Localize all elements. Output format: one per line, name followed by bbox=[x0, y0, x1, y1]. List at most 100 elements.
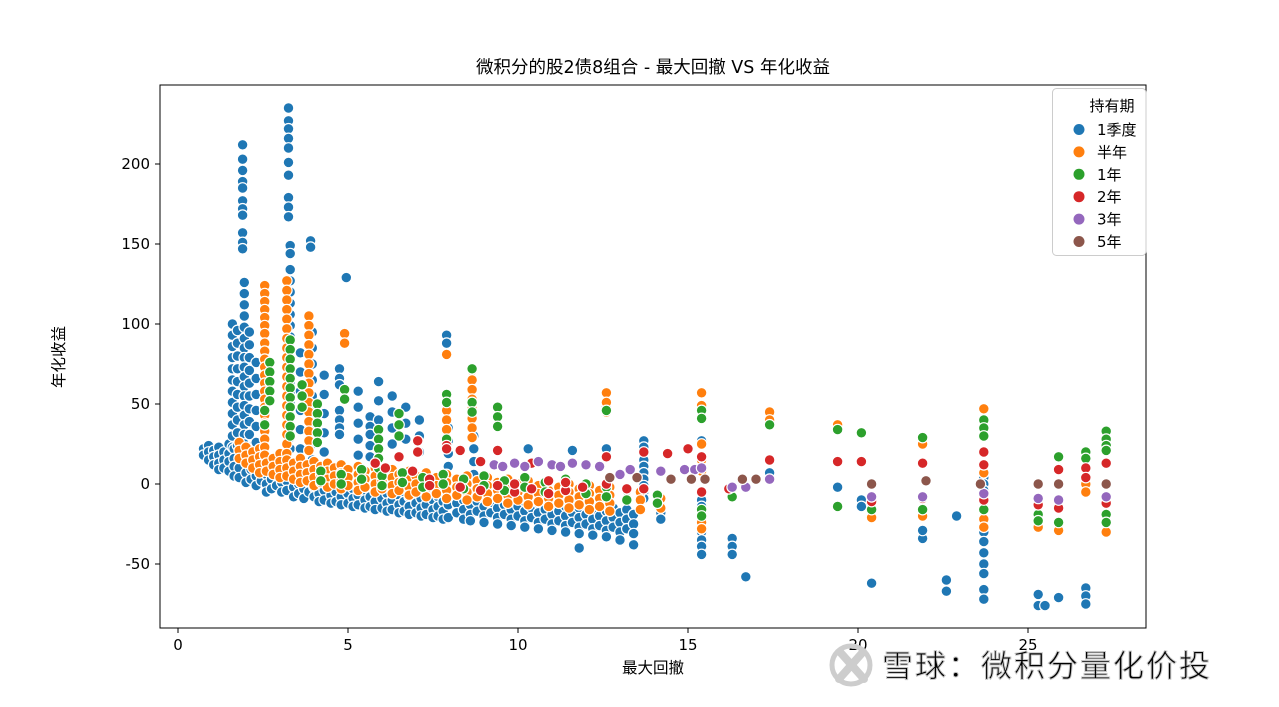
scatter-point bbox=[950, 510, 963, 522]
scatter-point bbox=[423, 479, 436, 492]
scatter-point bbox=[665, 473, 677, 486]
scatter-point bbox=[559, 526, 572, 538]
scatter-point bbox=[440, 348, 453, 361]
scatter-point bbox=[977, 521, 990, 534]
scatter-point bbox=[333, 428, 346, 441]
scatter-point bbox=[1100, 457, 1113, 470]
scatter-point bbox=[282, 142, 295, 154]
scatter-point bbox=[437, 478, 450, 490]
scatter-point bbox=[600, 490, 613, 503]
scatter-point bbox=[1079, 486, 1092, 498]
scatter-point bbox=[624, 463, 637, 476]
scatter-point bbox=[491, 518, 504, 530]
scatter-point bbox=[243, 338, 256, 351]
scatter-point bbox=[491, 479, 504, 492]
scatter-point bbox=[532, 495, 545, 508]
chart-title: 微积分的股2债8组合 - 最大回撤 VS 年化收益 bbox=[476, 58, 830, 78]
scatter-point bbox=[631, 471, 643, 484]
scatter-point bbox=[1052, 450, 1065, 463]
scatter-point bbox=[695, 522, 708, 535]
x-tick-label: 0 bbox=[173, 636, 183, 654]
scatter-point bbox=[464, 514, 477, 527]
scatter-point bbox=[916, 431, 929, 444]
scatter-point bbox=[1052, 463, 1065, 476]
scatter-point bbox=[243, 428, 256, 441]
scatter-point bbox=[355, 473, 368, 486]
scatter-point bbox=[586, 529, 599, 542]
scatter-point bbox=[695, 486, 708, 498]
scatter-point bbox=[474, 484, 487, 497]
scatter-point bbox=[318, 388, 331, 401]
legend-title: 持有期 bbox=[1089, 97, 1134, 115]
scatter-point bbox=[393, 450, 405, 463]
scatter-point bbox=[284, 263, 297, 276]
scatter-point bbox=[532, 455, 545, 468]
scatter-point bbox=[651, 497, 664, 510]
legend-entry-label: 3年 bbox=[1097, 211, 1122, 229]
x-axis-ticks: 0 5 10 15 20 25 bbox=[173, 628, 1038, 654]
legend-marker-icon bbox=[1073, 146, 1085, 158]
scatter-point bbox=[726, 548, 739, 561]
scatter-point bbox=[284, 247, 297, 260]
scatter-point bbox=[454, 444, 467, 457]
scatter-point bbox=[654, 513, 667, 526]
scatter-point bbox=[831, 455, 844, 468]
legend-marker-icon bbox=[1073, 236, 1085, 247]
scatter-point bbox=[977, 446, 990, 458]
scatter-point bbox=[614, 468, 626, 481]
scatter-point bbox=[1100, 490, 1113, 503]
scatter-point bbox=[411, 434, 424, 447]
legend-entry-label: 半年 bbox=[1097, 143, 1127, 161]
scatter-point bbox=[614, 534, 626, 546]
scatter-point bbox=[496, 460, 509, 473]
scatter-point bbox=[243, 364, 256, 377]
scatter-point bbox=[831, 500, 844, 513]
scatter-point bbox=[372, 394, 385, 407]
scatter-point bbox=[491, 420, 504, 433]
scatter-point bbox=[466, 406, 479, 418]
scatter-point bbox=[855, 500, 868, 513]
scatter-point bbox=[576, 481, 589, 494]
scatter-point bbox=[865, 490, 878, 503]
scatter-point bbox=[634, 503, 647, 516]
scatter-point bbox=[695, 386, 708, 399]
scatter-point bbox=[352, 417, 365, 430]
scatter-point bbox=[916, 524, 929, 537]
series-1季度 bbox=[197, 102, 1092, 612]
scatter-point bbox=[542, 474, 555, 487]
y-tick-label: 100 bbox=[121, 315, 150, 333]
scatter-point bbox=[563, 502, 575, 514]
scatter-point bbox=[296, 390, 309, 402]
scatter-point bbox=[236, 242, 249, 255]
scatter-point bbox=[474, 455, 487, 468]
scatter-point bbox=[440, 442, 453, 455]
scatter-point bbox=[977, 458, 990, 471]
scatter-point bbox=[481, 495, 494, 508]
scatter-point bbox=[627, 538, 640, 551]
scatter-point bbox=[396, 476, 409, 489]
scatter-point bbox=[491, 444, 504, 457]
scatter-point bbox=[1100, 516, 1113, 529]
scatter-point bbox=[393, 407, 405, 420]
scatter-point bbox=[620, 482, 633, 495]
y-tick-label: -50 bbox=[126, 555, 151, 573]
scatter-point bbox=[522, 442, 535, 455]
scatter-point bbox=[865, 478, 878, 490]
legend-marker-icon bbox=[1073, 124, 1085, 135]
scatter-point bbox=[699, 473, 711, 486]
scatter-point bbox=[466, 362, 479, 375]
scatter-point bbox=[467, 442, 480, 455]
scatter-point bbox=[603, 471, 616, 484]
scatter-point bbox=[369, 457, 382, 470]
scatter-point bbox=[627, 527, 640, 540]
scatter-point bbox=[977, 567, 990, 580]
scatter-point bbox=[505, 519, 518, 532]
scatter-point bbox=[525, 482, 538, 495]
scatter-point bbox=[940, 585, 953, 598]
scatter-point bbox=[304, 241, 317, 254]
scatter-point bbox=[282, 210, 295, 223]
y-tick-label: 0 bbox=[140, 475, 150, 493]
scatter-point bbox=[678, 463, 691, 476]
scatter-point bbox=[413, 414, 426, 426]
